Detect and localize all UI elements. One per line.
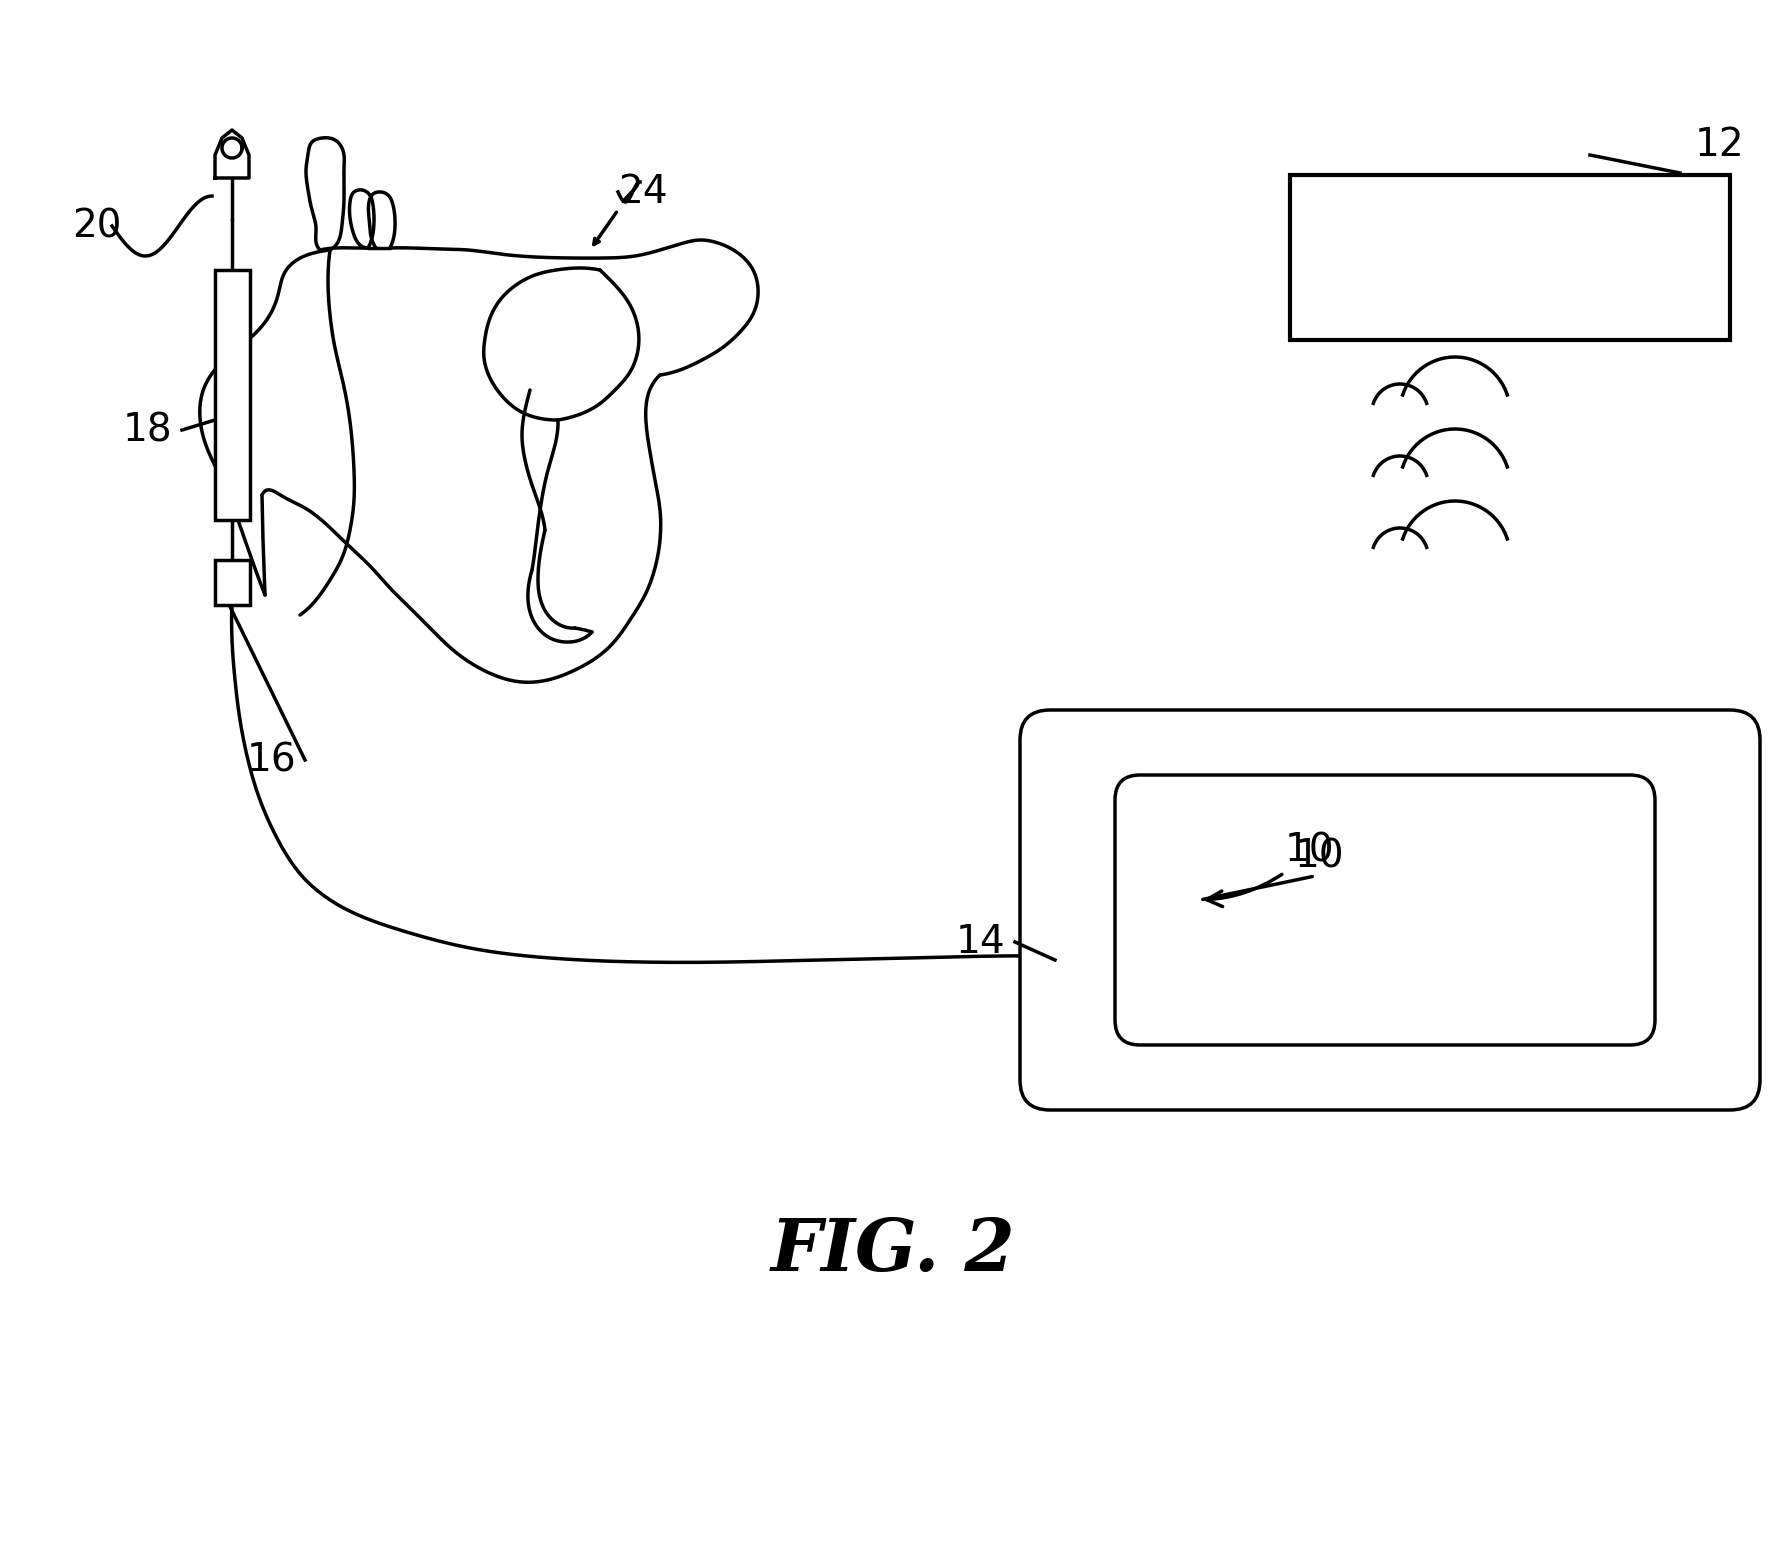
Text: FIG. 2: FIG. 2: [772, 1215, 1014, 1285]
Text: 12: 12: [1695, 126, 1745, 165]
Bar: [1289, 175, 1731, 340]
Text: 18: 18: [123, 411, 171, 449]
Text: 10: 10: [1207, 832, 1334, 906]
Text: 16: 16: [246, 740, 296, 779]
Bar: [214, 560, 250, 605]
Text: 20: 20: [71, 206, 121, 245]
FancyBboxPatch shape: [1114, 774, 1656, 1044]
Text: 24: 24: [618, 172, 668, 211]
FancyBboxPatch shape: [1020, 709, 1759, 1110]
Bar: [214, 270, 250, 520]
Text: 14: 14: [956, 923, 1006, 961]
Text: 10: 10: [1295, 837, 1345, 875]
Text: Programmer: Programmer: [1372, 236, 1648, 279]
